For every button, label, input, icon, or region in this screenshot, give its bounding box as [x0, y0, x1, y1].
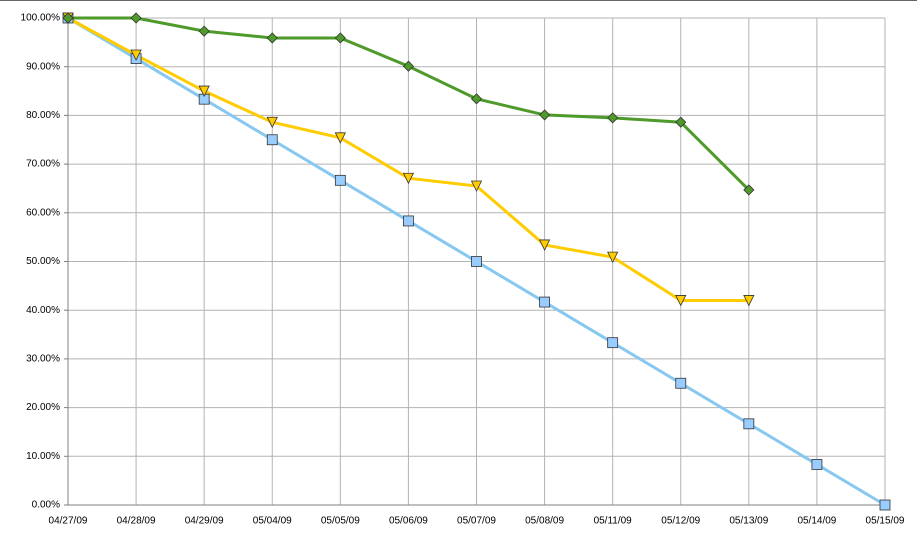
marker [62, 12, 74, 24]
y-tick-label: 70.00% [26, 159, 60, 170]
marker [743, 184, 755, 196]
y-tick-label: 80.00% [26, 110, 60, 121]
y-tick-label: 30.00% [26, 354, 60, 365]
marker [334, 132, 346, 144]
x-tick-label: 04/29/09 [185, 516, 224, 527]
x-tick-label: 05/14/09 [797, 516, 836, 527]
marker [538, 239, 551, 251]
marker [130, 12, 142, 24]
marker [607, 337, 619, 349]
x-tick-label: 05/07/09 [457, 516, 496, 527]
marker [470, 180, 483, 192]
marker [334, 32, 346, 44]
y-tick-label: 90.00% [26, 61, 60, 72]
y-tick-label: 50.00% [26, 256, 60, 267]
marker [607, 251, 619, 264]
x-tick-label: 05/15/09 [866, 516, 905, 527]
marker [675, 116, 687, 128]
marker [198, 85, 210, 97]
y-tick-label: 10.00% [26, 451, 60, 462]
marker [402, 172, 415, 185]
top-border [0, 0, 917, 1]
marker [130, 49, 142, 61]
x-tick-label: 05/06/09 [389, 516, 428, 527]
marker [675, 295, 687, 307]
marker [471, 256, 482, 267]
x-tick-label: 05/11/09 [594, 516, 633, 527]
marker [879, 499, 891, 511]
x-tick-label: 05/08/09 [525, 516, 564, 527]
marker [539, 296, 550, 308]
labels: 0.00% 10.00% 20.00% 30.00% 40.00% 50.00% 60.00… [21, 13, 905, 527]
y-tick-label: 20.00% [26, 402, 60, 413]
x-tick-label: 04/27/09 [49, 516, 88, 527]
marker [607, 112, 619, 124]
marker [470, 93, 483, 105]
y-tick-label: 0.00% [32, 500, 60, 511]
y-tick-label: 100.00% [21, 13, 61, 24]
marker [266, 134, 278, 146]
marker [266, 32, 278, 44]
marker [266, 116, 278, 129]
x-tick-label: 05/04/09 [253, 516, 292, 527]
marker [811, 459, 823, 470]
marker [539, 109, 551, 121]
marker [743, 295, 755, 307]
marker [743, 418, 755, 430]
x-tick-label: 05/13/09 [729, 516, 768, 527]
marker [198, 25, 210, 37]
marker [403, 215, 414, 227]
marker [675, 377, 687, 389]
x-tick-label: 05/05/09 [321, 516, 360, 527]
x-tick-label: 05/12/09 [661, 516, 700, 527]
y-tick-label: 60.00% [26, 207, 60, 218]
markers [62, 12, 891, 511]
marker [334, 174, 346, 186]
x-tick-label: 04/28/09 [117, 516, 156, 527]
marker [402, 60, 414, 72]
y-tick-label: 40.00% [26, 305, 60, 316]
